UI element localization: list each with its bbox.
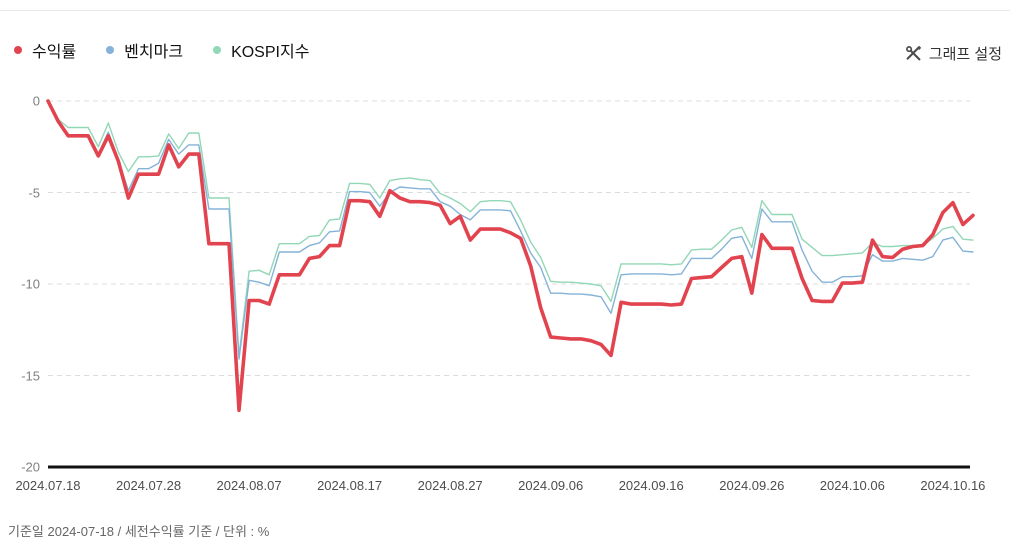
x-tick-label: 2024.09.16	[618, 478, 684, 493]
kospi-dot-icon	[213, 46, 222, 54]
x-axis-line	[48, 465, 970, 469]
legend-label-benchmark: 벤치마크	[124, 44, 184, 61]
legend-item-kospi[interactable]: KOSPI지수	[213, 38, 309, 62]
y-tick-label: -10	[21, 276, 40, 292]
series-line-1	[47, 100, 974, 360]
y-tick-label: -20	[21, 459, 40, 475]
series-line-0	[46, 99, 975, 413]
chart-plot-area	[46, 99, 975, 469]
x-tick-label: 2024.08.07	[216, 478, 282, 493]
legend-label-returns: 수익률	[32, 44, 77, 61]
graph-settings-label: 그래프 설정	[928, 46, 1002, 63]
chart-legend: 수익률 벤치마크 KOSPI지수	[14, 38, 309, 62]
y-tick-label: -5	[28, 185, 40, 200]
legend-item-returns[interactable]: 수익률	[14, 38, 76, 62]
x-tick-label: 2024.07.28	[115, 478, 182, 493]
x-tick-label: 2024.08.17	[317, 478, 383, 493]
x-tick-label: 2024.07.18	[15, 478, 81, 493]
x-tick-label: 2024.10.16	[920, 478, 986, 493]
legend-item-benchmark[interactable]: 벤치마크	[106, 38, 183, 62]
legend-label-kospi: KOSPI지수	[231, 44, 310, 61]
x-tick-label: 2024.09.06	[518, 478, 584, 493]
returns-chart[interactable]: 0 -5 -10 -15 -20 2024.07.18 2024.07.28 2024.08.…	[0, 68, 1010, 508]
top-divider	[0, 10, 1010, 11]
tools-icon	[905, 45, 922, 62]
x-tick-label: 2024.10.06	[819, 478, 885, 493]
chart-header: 수익률 벤치마크 KOSPI지수 그래프 설정	[0, 38, 1010, 68]
chart-footnote: 기준일 2024-07-18 / 세전수익률 기준 / 단위 : %	[8, 524, 270, 539]
benchmark-dot-icon	[106, 46, 115, 54]
y-tick-label: -15	[21, 368, 40, 383]
y-tick-label: 0	[32, 93, 40, 109]
series-line-2	[47, 100, 974, 357]
graph-settings-button[interactable]: 그래프 설정	[899, 39, 1008, 68]
returns-dot-icon	[14, 46, 22, 54]
x-tick-label: 2024.09.26	[719, 478, 785, 493]
x-tick-label: 2024.08.27	[417, 478, 483, 493]
